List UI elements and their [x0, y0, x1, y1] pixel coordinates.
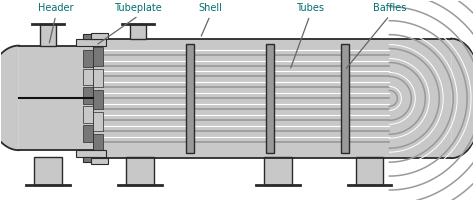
Bar — [266, 44, 274, 153]
Polygon shape — [451, 39, 474, 158]
Bar — [76, 150, 106, 157]
Bar — [92, 39, 451, 158]
Bar — [264, 157, 292, 185]
Bar — [341, 44, 348, 153]
Bar — [92, 112, 102, 131]
Text: Header: Header — [38, 3, 73, 13]
Bar — [356, 157, 383, 185]
Bar — [82, 157, 98, 162]
Bar — [19, 46, 92, 150]
Bar — [92, 69, 102, 87]
Text: Shell: Shell — [198, 3, 222, 13]
Bar — [91, 158, 109, 164]
Bar — [40, 24, 55, 46]
Bar — [92, 134, 102, 153]
Bar — [82, 34, 98, 39]
Text: Baffles: Baffles — [373, 3, 406, 13]
Bar — [82, 87, 92, 104]
Bar — [76, 39, 106, 46]
Text: Tubeplate: Tubeplate — [115, 3, 162, 13]
Bar — [127, 157, 155, 185]
Bar — [82, 125, 92, 142]
Bar — [130, 24, 146, 39]
Bar — [82, 106, 92, 123]
Polygon shape — [0, 46, 19, 150]
Bar — [34, 157, 62, 185]
Text: Tubes: Tubes — [296, 3, 324, 13]
Bar — [92, 47, 102, 66]
Bar — [91, 33, 109, 39]
Bar — [186, 44, 194, 153]
Bar — [82, 50, 92, 67]
Bar — [92, 90, 102, 109]
Bar — [82, 69, 92, 85]
